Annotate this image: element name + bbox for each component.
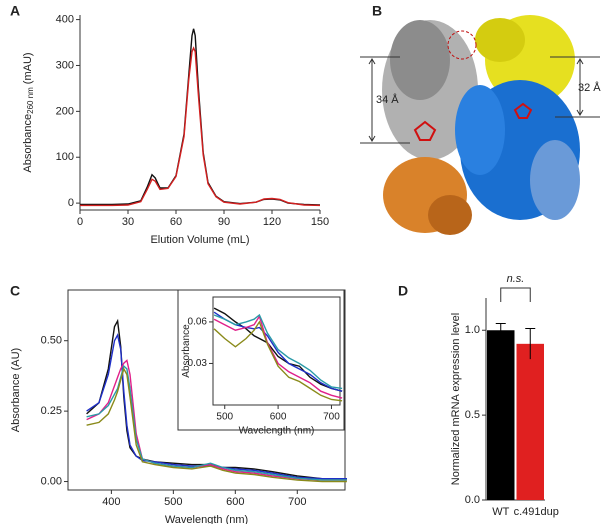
inset-frame bbox=[177, 289, 345, 431]
x-tick-label: 150 bbox=[311, 216, 329, 228]
panel-label: A bbox=[10, 3, 20, 19]
x-axis-label: Wavelength (nm) bbox=[165, 514, 248, 524]
x-axis-label: Wavelength (nm) bbox=[239, 426, 315, 437]
y-tick-label: 1.0 bbox=[465, 324, 480, 336]
error-bar bbox=[495, 322, 506, 338]
x-tick-label: 600 bbox=[270, 412, 287, 423]
y-axis-label-text: Absorbance bbox=[22, 114, 34, 173]
y-axis-label: Absorbance (AU) bbox=[10, 348, 22, 432]
x-tick-label: 700 bbox=[288, 496, 306, 508]
bar bbox=[516, 343, 544, 500]
data-line bbox=[213, 320, 343, 402]
x-tick-label: 30 bbox=[122, 216, 134, 228]
distance-label: 32 Å bbox=[578, 81, 601, 94]
significance-bracket bbox=[500, 287, 531, 302]
x-tick-label: 90 bbox=[218, 216, 230, 228]
x-tick-label: 500 bbox=[216, 412, 233, 423]
y-tick-label: 400 bbox=[56, 13, 74, 25]
panel-label: C bbox=[10, 283, 20, 299]
panel-label: D bbox=[398, 283, 408, 299]
y-tick-label: 0 bbox=[68, 197, 74, 209]
y-axis-label: Absorbance bbox=[181, 324, 192, 378]
y-tick-label: 100 bbox=[56, 151, 74, 163]
y-tick-label: 0.06 bbox=[188, 317, 208, 328]
y-tick-label: 0.5 bbox=[465, 409, 480, 421]
y-axis-label-text: Absorbance bbox=[181, 324, 192, 378]
data-line bbox=[213, 307, 343, 392]
data-line bbox=[80, 46, 321, 207]
y-tick-label: 0.0 bbox=[465, 494, 480, 506]
x-tick-label: c.491dup bbox=[514, 506, 559, 518]
panel-label: B bbox=[372, 3, 382, 19]
data-line bbox=[213, 314, 343, 399]
significance-label: n.s. bbox=[507, 273, 525, 285]
error-bar bbox=[525, 328, 536, 360]
x-tick-label: 400 bbox=[102, 496, 120, 508]
y-axis-label-sub: 260 nm bbox=[26, 87, 35, 114]
x-axis-label: Elution Volume (mL) bbox=[150, 234, 249, 246]
y-axis-label-text: Normalized mRNA expression level bbox=[450, 313, 462, 485]
y-tick-label: 0.03 bbox=[188, 358, 208, 369]
x-tick-label: WT bbox=[492, 506, 509, 518]
structure-image bbox=[360, 15, 600, 235]
data-line bbox=[86, 367, 347, 483]
distance-label: 34 Å bbox=[376, 93, 399, 106]
y-tick-label: 300 bbox=[56, 59, 74, 71]
x-tick-label: 0 bbox=[77, 216, 83, 228]
x-tick-label: 600 bbox=[226, 496, 244, 508]
y-tick-label: 0.25 bbox=[41, 405, 62, 417]
plot-frame bbox=[212, 296, 341, 406]
y-axis-label: Absorbance260 nm (mAU) bbox=[22, 52, 35, 172]
data-line bbox=[86, 364, 347, 481]
x-tick-label: 500 bbox=[164, 496, 182, 508]
data-line bbox=[213, 313, 343, 390]
y-tick-label: 200 bbox=[56, 105, 74, 117]
y-axis-label-text: Absorbance (AU) bbox=[10, 348, 22, 432]
x-tick-label: 120 bbox=[263, 216, 281, 228]
data-line bbox=[213, 311, 343, 392]
x-tick-label: 60 bbox=[170, 216, 182, 228]
y-axis-label-unit: (mAU) bbox=[22, 52, 34, 84]
y-tick-label: 0.50 bbox=[41, 335, 62, 347]
y-axis-label: Normalized mRNA expression level bbox=[450, 313, 462, 485]
y-tick-label: 0.00 bbox=[41, 475, 62, 487]
x-tick-label: 700 bbox=[323, 412, 340, 423]
bar bbox=[487, 330, 515, 500]
